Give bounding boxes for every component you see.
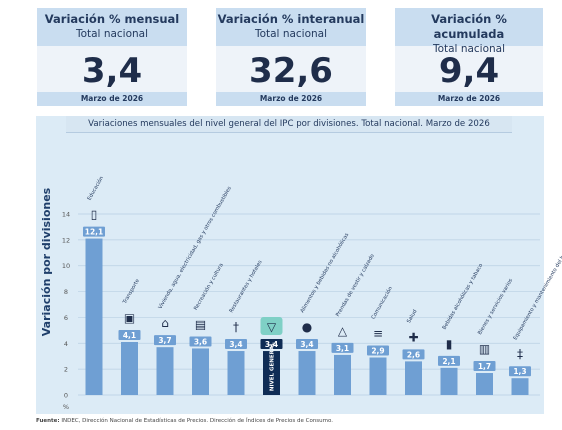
perfume-icon: ▥ — [479, 342, 490, 356]
y-unit-label: % — [63, 403, 69, 411]
kpi-value: 9,4 — [438, 51, 500, 91]
value-label-box — [296, 339, 318, 350]
kpi-subtitle: Total nacional — [75, 28, 149, 40]
value-label-box — [331, 342, 354, 353]
category-label: NIVEL GENERAL — [270, 342, 276, 391]
y-tick-label: 6 — [64, 314, 68, 322]
bar-11 — [476, 373, 493, 395]
bar-8 — [369, 357, 387, 395]
bus-icon: ▣ — [124, 311, 135, 325]
value-label: 3,7 — [158, 336, 171, 345]
category-label: Recreación y cultura — [192, 262, 225, 312]
kpi-card-mensual: Variación % mensual Total nacional 3,4 M… — [37, 8, 187, 106]
value-label-box — [189, 336, 212, 347]
bar-6 — [298, 351, 316, 395]
value-label-box — [154, 335, 176, 346]
cutlery-icon: † — [233, 320, 239, 334]
fruit-icon: ● — [302, 320, 312, 334]
y-tick-label: 0 — [64, 392, 68, 400]
y-tick-label: 2 — [64, 366, 68, 374]
kpi-subtitle: Total nacional — [254, 28, 328, 40]
y-tick-label: 10 — [62, 262, 70, 270]
bar-2 — [156, 347, 174, 395]
value-label: 4,1 — [123, 331, 136, 340]
kpi-title: Variación % mensual — [44, 12, 180, 26]
kpi-date: Marzo de 2026 — [395, 92, 543, 106]
value-label: 1,7 — [478, 362, 491, 371]
bar-12 — [511, 378, 529, 395]
kpi-title: Variación % acumulada — [431, 12, 507, 41]
value-label-box — [367, 345, 389, 356]
category-label: Transporte — [122, 278, 141, 306]
basket-icon: ▽ — [267, 320, 277, 334]
bar-10 — [440, 367, 458, 395]
bar-4 — [227, 351, 245, 395]
category-label: Comunicación — [370, 285, 394, 320]
kpi-date: Marzo de 2026 — [216, 92, 366, 106]
kpi-value: 32,6 — [249, 51, 333, 91]
kpi-date: Marzo de 2026 — [37, 92, 187, 106]
bar-7 — [334, 354, 351, 395]
value-label: 1,3 — [513, 367, 526, 376]
source-text: INDEC, Dirección Nacional de Estadística… — [61, 418, 334, 424]
value-label: 3,4 — [229, 340, 242, 349]
bar-1 — [121, 341, 138, 395]
category-label: Educación — [86, 175, 105, 202]
bar-5 — [263, 351, 280, 395]
value-label: 2,1 — [442, 357, 455, 366]
chart-title: Variaciones mensuales del nivel general … — [66, 116, 512, 133]
source-note: Fuente: INDEC, Dirección Nacional de Est… — [36, 418, 333, 424]
value-label: 2,6 — [407, 350, 420, 359]
value-label-box — [118, 329, 141, 340]
kpi-header: Variación % interanual Total nacional — [216, 8, 366, 46]
category-label: Bebidas alcohólicas y tabaco — [441, 262, 485, 331]
value-label-box — [509, 366, 531, 377]
y-tick-label: 4 — [64, 340, 68, 348]
value-label-box — [438, 355, 460, 366]
bar-3 — [192, 348, 209, 395]
value-label-box — [402, 349, 425, 360]
bar-0 — [85, 238, 103, 395]
value-label-box — [83, 226, 105, 237]
value-label-box — [225, 339, 247, 350]
y-tick-label: 12 — [62, 236, 70, 244]
film-icon: ▤ — [195, 317, 206, 331]
y-tick-label: 8 — [64, 288, 68, 296]
house-icon: ⌂ — [161, 316, 169, 330]
value-label: 3,4 — [265, 340, 278, 349]
bottle-icon: ▮ — [446, 337, 453, 351]
kpi-title: Variación % interanual — [217, 12, 365, 26]
category-label: Equipamiento y mantenimiento del hogar — [513, 244, 562, 342]
kpi-header: Variación % acumulada Total nacional — [395, 8, 543, 55]
value-label-box — [473, 361, 496, 372]
category-label: Prendas de vestir y calzado — [335, 253, 376, 318]
value-label-box — [260, 339, 283, 350]
health-cross-icon: ✚ — [408, 330, 418, 344]
book-icon: ▯ — [91, 208, 98, 222]
wifi-icon: ≡ — [373, 327, 383, 341]
kpi-subtitle: Total nacional — [432, 43, 506, 55]
value-label: 12,1 — [85, 228, 104, 237]
shirt-icon: △ — [338, 324, 348, 338]
value-label: 3,4 — [300, 340, 313, 349]
kpi-value: 3,4 — [81, 51, 143, 91]
tools-icon: ‡ — [517, 347, 523, 361]
value-label: 2,9 — [371, 347, 384, 356]
category-label: Salud — [406, 309, 418, 325]
value-label: 3,1 — [336, 344, 349, 353]
kpi-card-acumulada: Variación % acumulada Total nacional 9,4… — [395, 8, 543, 106]
value-label: 3,6 — [194, 337, 207, 346]
y-tick-label: 14 — [62, 211, 70, 219]
kpi-header: Variación % mensual Total nacional — [37, 8, 187, 46]
category-label: Bienes y servicios varios — [477, 278, 514, 337]
kpi-card-interanual: Variación % interanual Total nacional 32… — [216, 8, 366, 106]
bar-9 — [405, 361, 422, 395]
category-label: Restaurantes y hoteles — [229, 259, 264, 314]
source-label: Fuente: — [36, 418, 60, 424]
basket-icon-bg — [260, 317, 283, 336]
